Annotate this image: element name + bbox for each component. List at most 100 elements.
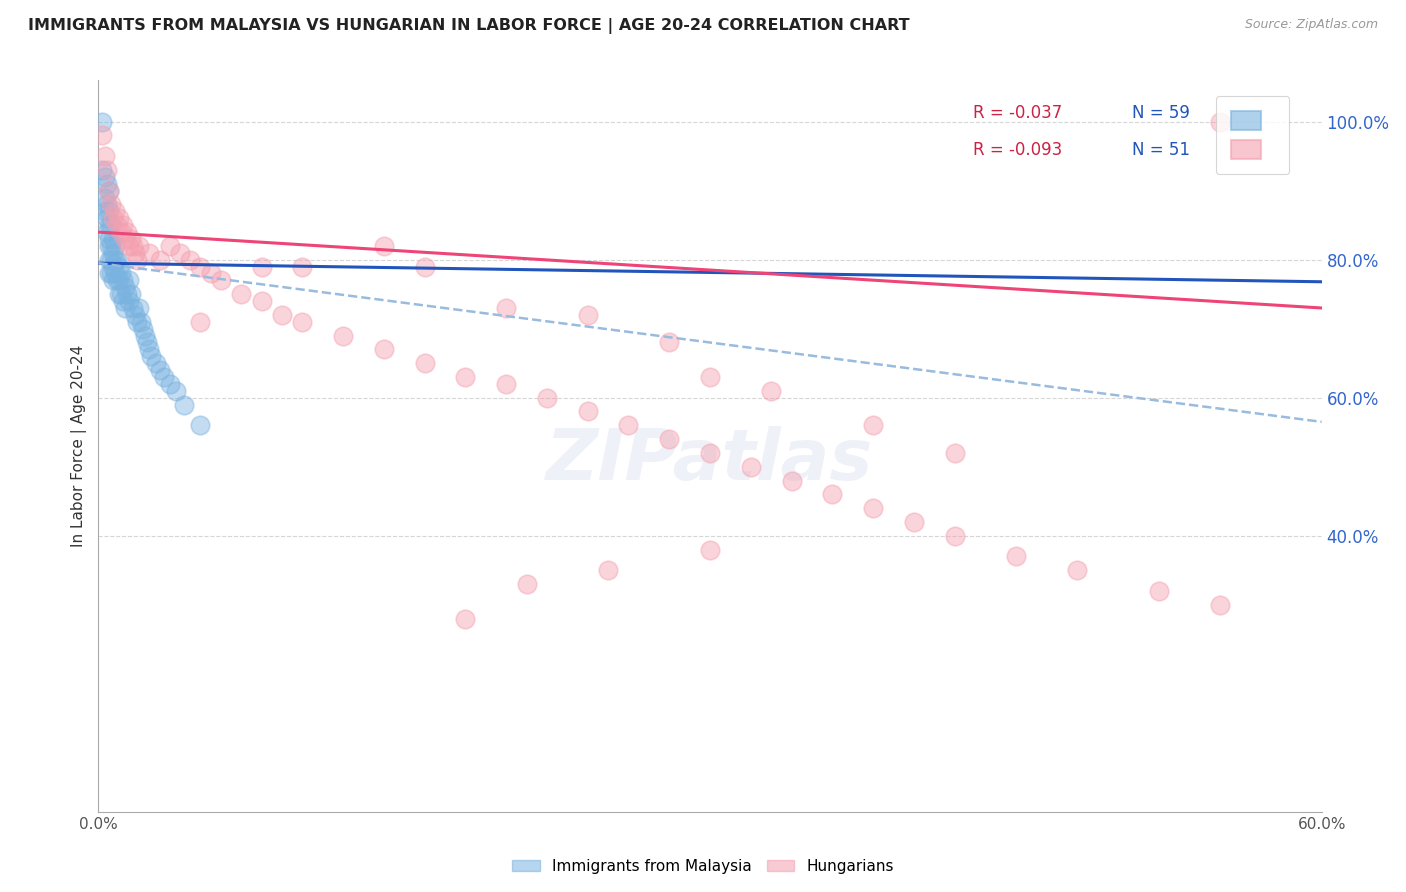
Point bbox=[165, 384, 187, 398]
Point bbox=[454, 370, 477, 384]
Point bbox=[97, 184, 120, 198]
Text: N = 51: N = 51 bbox=[1132, 141, 1189, 159]
Point bbox=[100, 252, 122, 267]
Point bbox=[576, 308, 599, 322]
Point bbox=[110, 267, 132, 281]
Point bbox=[780, 474, 803, 488]
Point bbox=[454, 611, 477, 625]
Point bbox=[1004, 549, 1026, 564]
Point bbox=[740, 459, 762, 474]
Point bbox=[97, 239, 120, 253]
Point bbox=[100, 197, 122, 211]
Point bbox=[91, 114, 114, 128]
Text: IMMIGRANTS FROM MALAYSIA VS HUNGARIAN IN LABOR FORCE | AGE 20-24 CORRELATION CHA: IMMIGRANTS FROM MALAYSIA VS HUNGARIAN IN… bbox=[28, 18, 910, 34]
Point bbox=[188, 315, 212, 329]
Point bbox=[115, 225, 138, 239]
Point bbox=[136, 335, 159, 350]
Point bbox=[598, 563, 620, 577]
Point bbox=[108, 287, 131, 301]
Point bbox=[231, 287, 253, 301]
Point bbox=[104, 239, 127, 253]
Text: ZIPatlas: ZIPatlas bbox=[547, 426, 873, 495]
Point bbox=[127, 252, 149, 267]
Point bbox=[943, 529, 966, 543]
Point bbox=[111, 294, 134, 309]
Point bbox=[576, 404, 599, 418]
Point bbox=[111, 218, 134, 232]
Point bbox=[209, 273, 232, 287]
Point bbox=[1209, 598, 1232, 612]
Point bbox=[149, 252, 172, 267]
Point bbox=[159, 239, 181, 253]
Point bbox=[128, 301, 150, 315]
Point bbox=[96, 163, 118, 178]
Point bbox=[104, 267, 127, 281]
Point bbox=[536, 391, 558, 405]
Point bbox=[101, 273, 124, 287]
Point bbox=[270, 308, 294, 322]
Point bbox=[145, 356, 167, 370]
Text: R = -0.093: R = -0.093 bbox=[973, 141, 1063, 159]
Point bbox=[862, 418, 884, 433]
Point bbox=[120, 232, 142, 246]
Point bbox=[617, 418, 640, 433]
Point bbox=[101, 260, 124, 274]
Point bbox=[122, 239, 145, 253]
Point bbox=[495, 301, 517, 315]
Point bbox=[91, 128, 114, 143]
Point bbox=[149, 363, 172, 377]
Point bbox=[122, 301, 145, 315]
Point bbox=[97, 232, 120, 246]
Point bbox=[127, 315, 149, 329]
Point bbox=[105, 252, 128, 267]
Point bbox=[100, 267, 122, 281]
Point bbox=[115, 287, 138, 301]
Point bbox=[108, 273, 131, 287]
Point bbox=[96, 211, 118, 226]
Point bbox=[96, 177, 118, 191]
Point bbox=[105, 218, 128, 232]
Point bbox=[134, 328, 156, 343]
Point bbox=[152, 370, 174, 384]
Point bbox=[97, 204, 120, 219]
Point bbox=[120, 287, 142, 301]
Point bbox=[291, 260, 314, 274]
Point bbox=[761, 384, 783, 398]
Point bbox=[124, 245, 146, 260]
Legend: Immigrants from Malaysia, Hungarians: Immigrants from Malaysia, Hungarians bbox=[506, 853, 900, 880]
Point bbox=[862, 501, 884, 516]
Point bbox=[93, 191, 115, 205]
Point bbox=[114, 301, 136, 315]
Point bbox=[821, 487, 844, 501]
Point bbox=[128, 239, 150, 253]
Point bbox=[169, 245, 191, 260]
Point bbox=[93, 204, 115, 219]
Point bbox=[101, 232, 124, 246]
Point bbox=[250, 260, 273, 274]
Text: N = 59: N = 59 bbox=[1132, 104, 1189, 122]
Point bbox=[93, 169, 115, 184]
Point bbox=[188, 418, 212, 433]
Point bbox=[104, 204, 127, 219]
Point bbox=[114, 280, 136, 294]
Point bbox=[903, 515, 925, 529]
Point bbox=[373, 343, 395, 357]
Point bbox=[188, 260, 212, 274]
Point bbox=[699, 542, 721, 557]
Point bbox=[1209, 114, 1232, 128]
Point bbox=[699, 370, 721, 384]
Point bbox=[101, 211, 124, 226]
Point bbox=[129, 315, 152, 329]
Point bbox=[699, 446, 721, 460]
Point bbox=[138, 245, 160, 260]
Point bbox=[101, 245, 124, 260]
Legend: , : , bbox=[1216, 96, 1289, 175]
Point bbox=[373, 239, 395, 253]
Point bbox=[118, 273, 141, 287]
Point bbox=[96, 225, 118, 239]
Point bbox=[159, 376, 181, 391]
Point bbox=[91, 163, 114, 178]
Point bbox=[100, 239, 122, 253]
Point bbox=[110, 287, 132, 301]
Point bbox=[516, 577, 538, 591]
